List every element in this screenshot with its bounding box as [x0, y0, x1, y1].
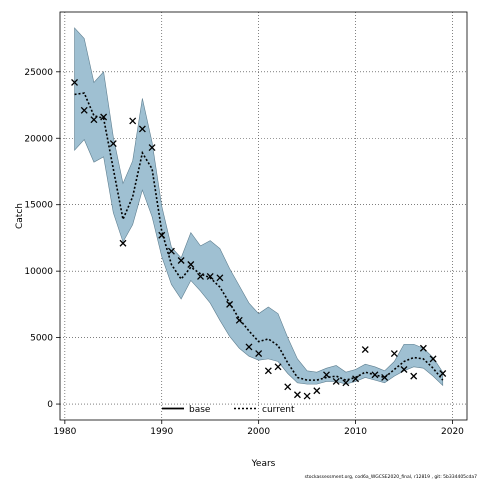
observed-point-2006 [313, 387, 321, 395]
observed-point-1988 [138, 125, 146, 133]
x-axis-title: Years [251, 459, 276, 469]
observed-point-1986 [119, 239, 127, 247]
observed-point-2014 [390, 350, 398, 358]
observed-point-1993 [187, 261, 195, 268]
observed-point-1995 [206, 273, 214, 280]
observed-point-2004 [293, 391, 301, 399]
observed-point-1996 [216, 274, 224, 282]
y-tick-label-10000: 10000 [24, 267, 53, 277]
observed-point-1989 [148, 144, 156, 152]
legend-base-label: base [189, 405, 211, 415]
observed-point-1987 [129, 117, 137, 125]
observed-point-2013 [381, 374, 389, 381]
observed-point-1994 [197, 273, 204, 280]
observed-point-1992 [177, 257, 185, 264]
observed-point-2000 [255, 350, 263, 358]
line-layer [74, 92, 444, 381]
observed-point-1991 [167, 247, 175, 255]
observed-point-2009 [342, 379, 350, 387]
observed-point-2015 [400, 366, 408, 373]
y-tick-label-20000: 20000 [24, 134, 53, 144]
observed-point-1990 [158, 231, 166, 239]
observed-point-2012 [371, 371, 379, 379]
observed-point-1998 [235, 316, 243, 324]
points-layer [71, 78, 447, 400]
observed-point-2007 [323, 371, 330, 379]
legend-current-label: current [262, 405, 295, 415]
observed-point-2010 [352, 375, 360, 383]
observed-point-2002 [274, 363, 282, 371]
observed-point-1984 [100, 113, 108, 121]
observed-point-1981 [71, 78, 78, 86]
observed-point-1997 [226, 300, 234, 308]
observed-point-2017 [419, 344, 427, 352]
ticks-layer: 1980 1990 2000 2010 2020 0 5000 10000 15000 20000… [24, 68, 464, 437]
observed-point-2005 [303, 392, 311, 400]
observed-point-2019 [439, 370, 447, 377]
x-tick-label-1990: 1990 [150, 427, 173, 437]
y-axis-title: Catch [15, 203, 25, 229]
footer-text: stockassessment.org, cod6a_WGCSE2020_fin… [305, 474, 477, 480]
y-tick-label-5000: 5000 [30, 334, 53, 344]
band-layer [74, 27, 444, 387]
plot-frame [59, 11, 468, 421]
observed-point-2001 [264, 367, 272, 375]
observed-point-1985 [109, 140, 117, 148]
observed-point-1982 [80, 106, 88, 114]
x-tick-label-1980: 1980 [53, 427, 76, 437]
observed-point-1983 [90, 116, 98, 124]
x-tick-label-2020: 2020 [441, 427, 464, 437]
x-tick-label-2000: 2000 [247, 427, 270, 437]
confidence-band [74, 27, 444, 387]
observed-point-2011 [361, 346, 369, 354]
y-tick-label-15000: 15000 [24, 201, 53, 211]
observed-point-1999 [245, 343, 253, 351]
x-tick-label-2010: 2010 [344, 427, 367, 437]
legend: base current [162, 405, 295, 415]
observed-point-2003 [284, 383, 292, 391]
observed-point-2018 [429, 355, 437, 363]
current-estimate-line [74, 92, 444, 381]
y-tick-label-25000: 25000 [24, 68, 53, 78]
observed-point-2008 [332, 377, 340, 385]
observed-point-2016 [410, 372, 418, 380]
y-tick-label-0: 0 [47, 400, 53, 410]
